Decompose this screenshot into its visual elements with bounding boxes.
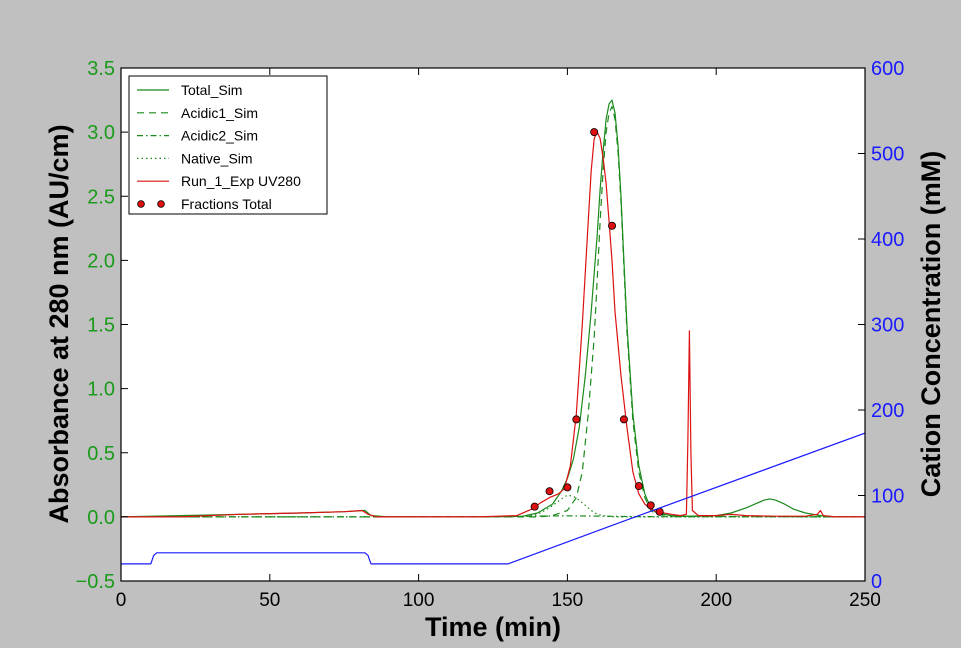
y-left-tick-label: 3.5 <box>87 58 115 80</box>
x-axis-label: Time (min) <box>425 612 561 642</box>
series-line-cation-concentration <box>121 432 865 565</box>
y-left-tick-label: 0.5 <box>87 443 115 465</box>
legend-label: Acidic1_Sim <box>181 105 258 121</box>
fraction-point <box>646 501 655 510</box>
y-right-tick-label: 300 <box>871 315 904 337</box>
fraction-point <box>608 221 617 230</box>
legend-label: Fractions Total <box>181 196 272 212</box>
fraction-point <box>563 483 572 492</box>
legend-label: Run_1_Exp UV280 <box>181 173 301 189</box>
legend-marker <box>137 200 145 208</box>
y-left-tick-label: −0.5 <box>76 571 115 593</box>
y-right-tick-label: 500 <box>871 144 904 166</box>
y-left-tick-label: 1.5 <box>87 315 115 337</box>
series-line-acidic1-sim <box>121 105 865 518</box>
legend-label: Acidic2_Sim <box>181 128 258 144</box>
legend-label: Native_Sim <box>181 150 253 166</box>
y-right-tick-label: 400 <box>871 229 904 251</box>
fraction-point <box>530 502 539 511</box>
y-right-tick-label: 0 <box>871 571 882 593</box>
x-tick-label: 250 <box>849 590 881 611</box>
y-right-tick-label: 600 <box>871 58 904 80</box>
y-right-tick-label: 200 <box>871 400 904 422</box>
legend-label: Total_Sim <box>181 82 242 98</box>
y-left-tick-label: 2.0 <box>87 250 115 272</box>
y-left-tick-label: 2.5 <box>87 186 115 208</box>
fraction-point <box>572 415 581 424</box>
fraction-point <box>590 128 599 137</box>
x-tick-label: 50 <box>259 590 280 611</box>
legend: Total_Sim Acidic1_Sim Acidic2_Sim Native_Si… <box>128 75 328 215</box>
x-tick-label: 0 <box>116 590 127 611</box>
axes-layer: 0 50 100 150 200 250 −0.5 0.0 0.5 1.0 1.5 2.0 2.5 3.0… <box>76 58 905 611</box>
y-axis-left-label: Absorbance at 280 nm (AU/cm) <box>44 124 74 523</box>
x-tick-label: 200 <box>700 590 732 611</box>
x-tick-label: 100 <box>403 590 435 611</box>
legend-marker <box>157 200 165 208</box>
series-layer <box>121 99 865 565</box>
x-tick-label: 150 <box>552 590 584 611</box>
fraction-point <box>634 482 643 491</box>
y-left-tick-label: 0.0 <box>87 507 115 529</box>
y-right-tick-label: 100 <box>871 486 904 508</box>
series-line-native-sim <box>121 494 865 518</box>
legend-box <box>128 75 328 215</box>
y-axis-right-label: Cation Concentration (mM) <box>916 151 946 497</box>
fraction-point <box>619 415 628 424</box>
y-left-tick-label: 1.0 <box>87 379 115 401</box>
y-left-tick-label: 3.0 <box>87 122 115 144</box>
series-line-run-1-exp-uv280 <box>121 131 865 518</box>
fraction-point <box>545 487 554 496</box>
